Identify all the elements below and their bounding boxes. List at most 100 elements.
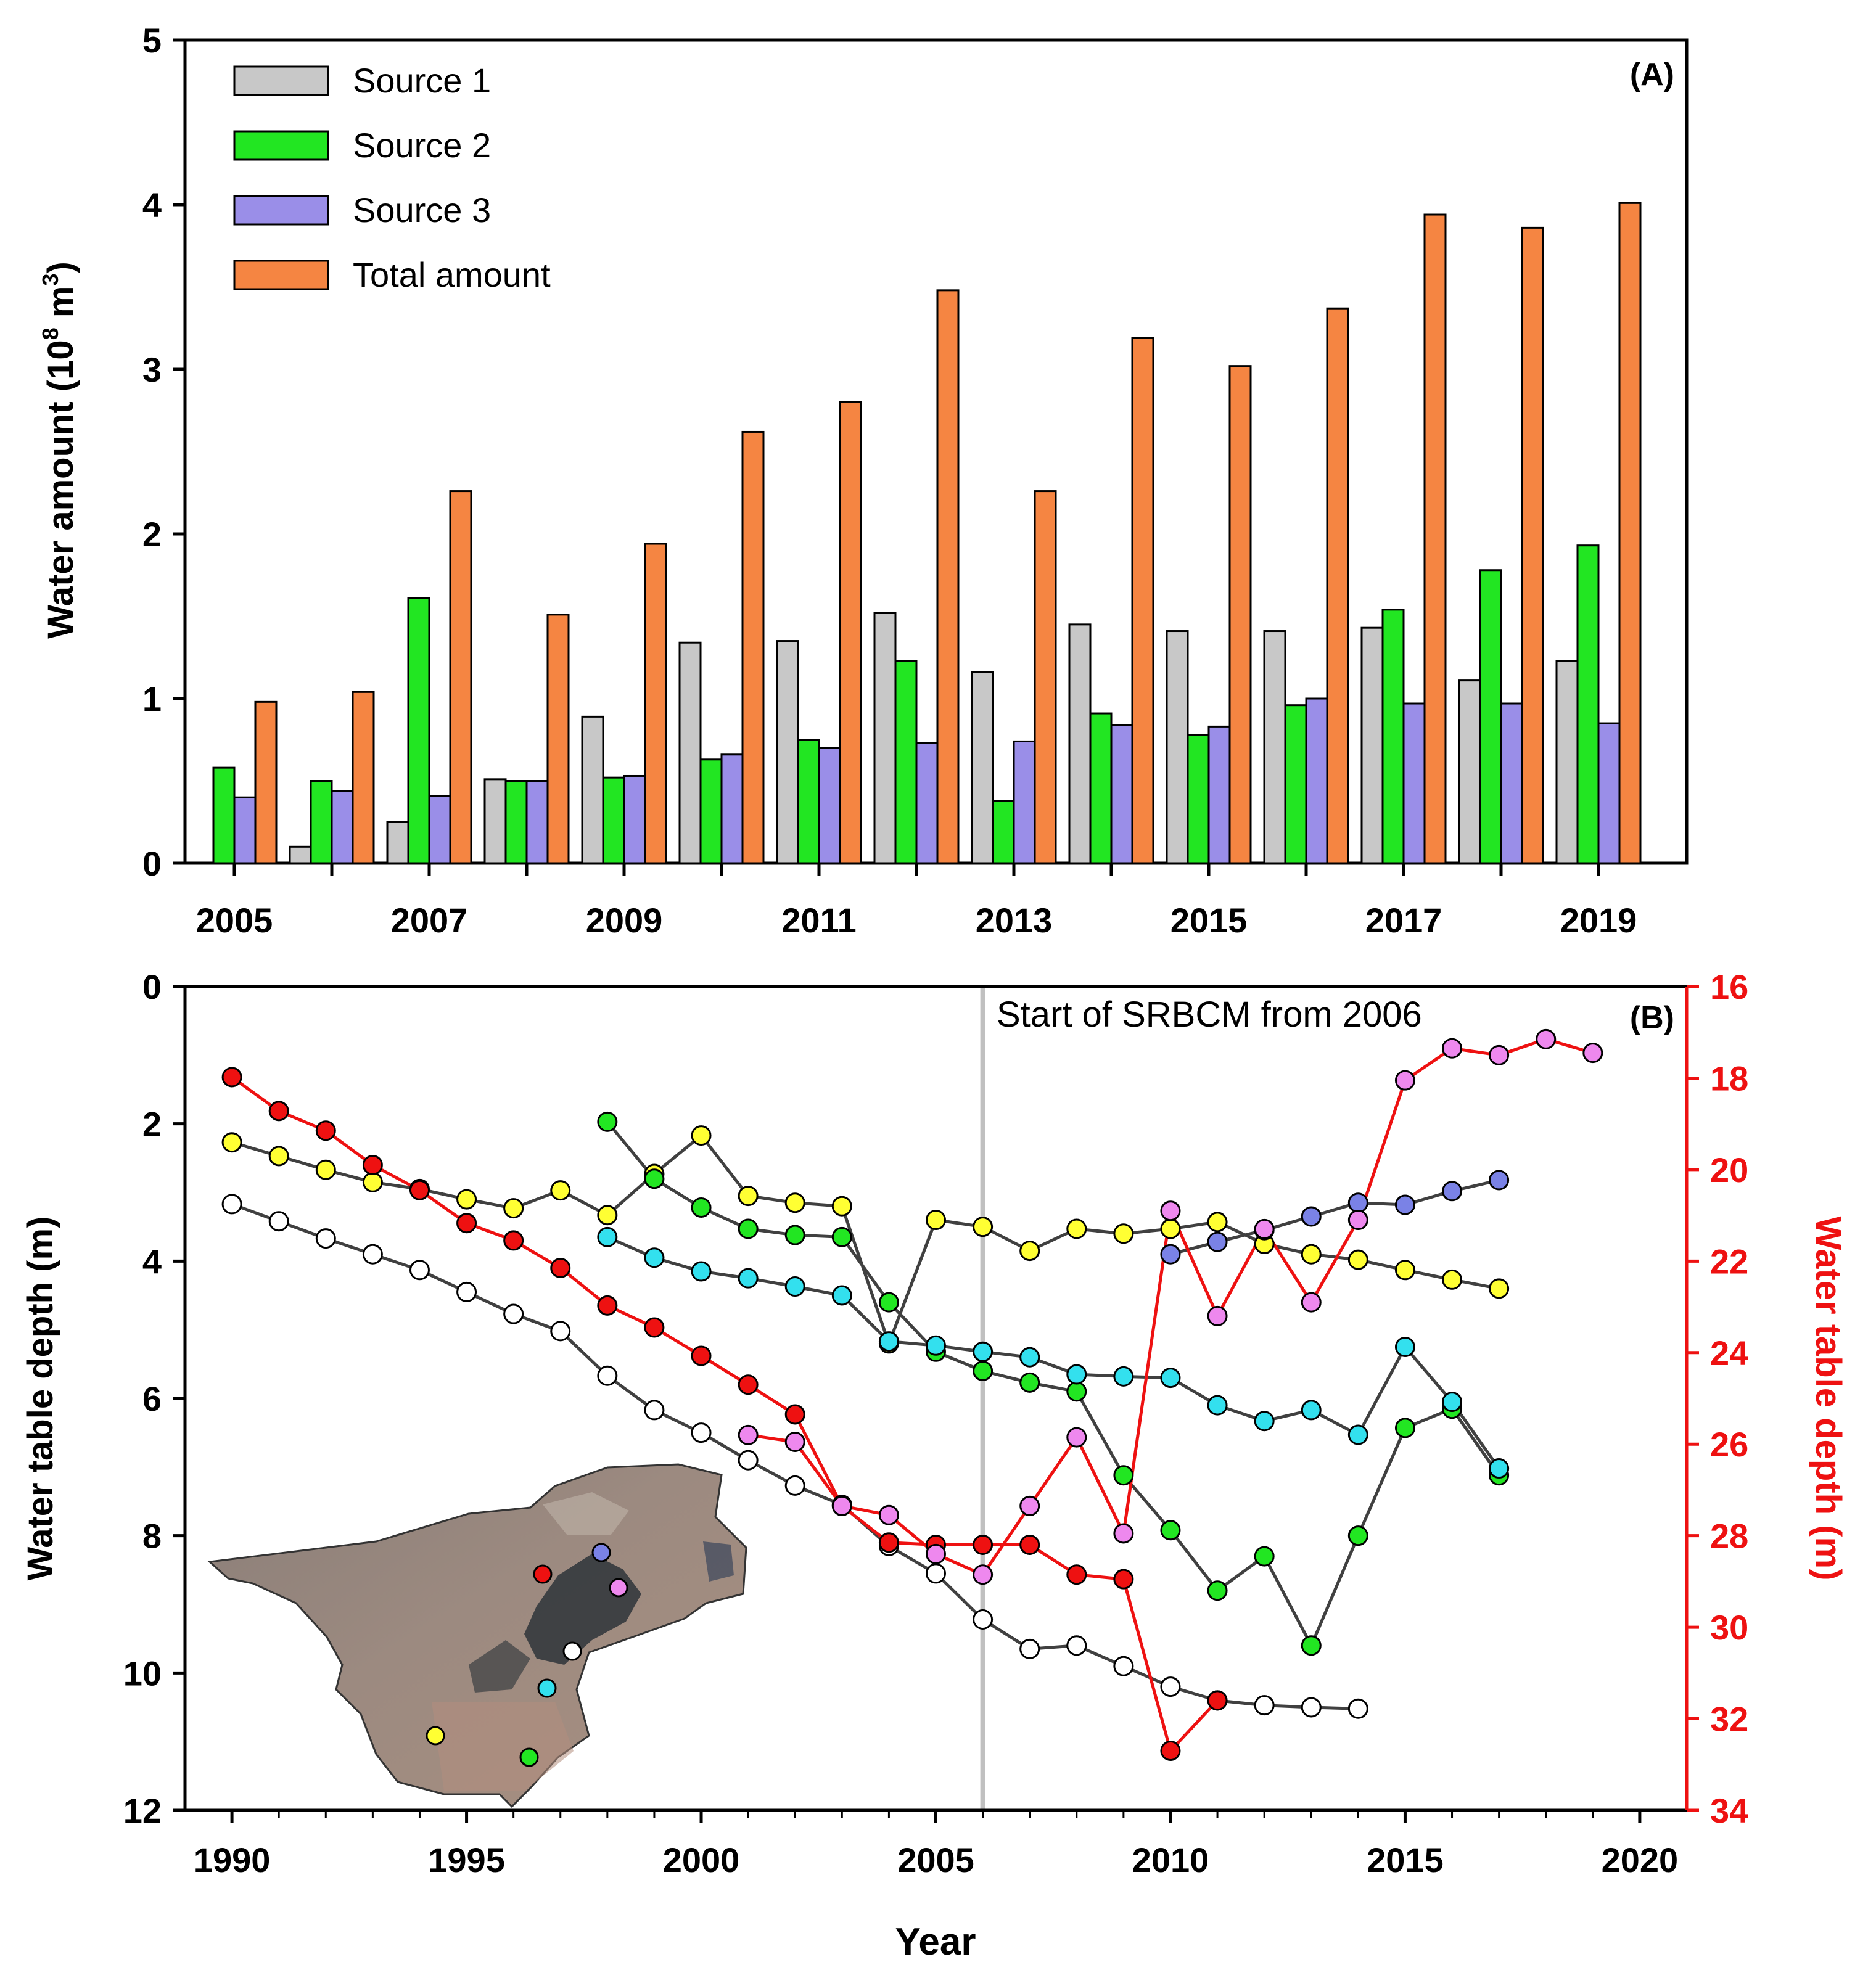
point-cyan-2014 — [1347, 1424, 1368, 1445]
point-pink-2016 — [1442, 1038, 1463, 1059]
point-cyan-2006 — [973, 1341, 994, 1362]
point-cyan-2005 — [926, 1335, 946, 1356]
panel-a-x-tick-label: 2009 — [586, 901, 663, 940]
panel-b-label: (B) — [1630, 1000, 1674, 1036]
bar-source-2-2012 — [894, 660, 918, 864]
point-white-2014 — [1347, 1698, 1368, 1719]
point-yellow-2007 — [1019, 1241, 1040, 1262]
point-yellow-2016 — [1442, 1269, 1463, 1290]
panel-a-x-tick-label: 2011 — [781, 901, 857, 940]
panel-a-x-tick-label: 2015 — [1170, 901, 1248, 940]
panel-a-x-tick-label: 2013 — [976, 901, 1053, 940]
point-yellow-2001 — [738, 1186, 759, 1207]
point-green-2014 — [1347, 1525, 1368, 1546]
panel-b-x-tick-label: 2020 — [1602, 1841, 1679, 1879]
bar-source-2-2009 — [602, 776, 625, 864]
point-red-2008 — [1066, 1564, 1087, 1585]
point-yellow-1996 — [503, 1198, 524, 1219]
point-white-2012 — [1254, 1695, 1275, 1716]
point-pink-2008 — [1066, 1427, 1087, 1448]
point-pink-2006 — [973, 1564, 994, 1585]
inset-dark-vegetation-2 — [469, 1640, 530, 1693]
panel-a-y-tick-label: 0 — [142, 844, 162, 883]
panel-b-x-axis: 1990 1995 2000 2005 2010 2015 2020 — [194, 1810, 1678, 1879]
point-cyan-2013 — [1301, 1400, 1322, 1421]
point-green-2010 — [1160, 1520, 1181, 1541]
point-pink-2011 — [1207, 1305, 1228, 1326]
point-cyan-2002 — [784, 1276, 805, 1297]
bar-total-amount-2008 — [546, 614, 570, 864]
point-pink-2007 — [1019, 1495, 1040, 1516]
point-red-2006 — [973, 1535, 994, 1556]
inset-point-blue — [591, 1543, 611, 1562]
panel-b-left-y-tick-label: 2 — [142, 1105, 162, 1144]
point-white-2008 — [1066, 1635, 1087, 1656]
bar-source-1-2019 — [1555, 660, 1579, 864]
panel-a-y-tick-label: 1 — [142, 679, 162, 718]
bar-source-3-2013 — [1013, 740, 1036, 864]
panel-b-x-tick-label: 2005 — [897, 1841, 974, 1879]
panel-b-left-y-tick-label: 8 — [142, 1517, 162, 1556]
bar-source-1-2014 — [1068, 623, 1092, 864]
point-white-1990 — [221, 1194, 242, 1215]
point-cyan-2003 — [831, 1285, 852, 1306]
point-yellow-2011 — [1207, 1212, 1228, 1233]
point-red-1997 — [550, 1257, 571, 1278]
panel-a-legend: Source 1 Source 2 Source 3 Total amount — [233, 61, 551, 294]
point-white-1994 — [409, 1260, 430, 1281]
inset-point-red — [533, 1564, 553, 1584]
panel-a-x-tick-label: 2019 — [1560, 901, 1637, 940]
panel-b-right-y-tick-label: 30 — [1710, 1608, 1748, 1647]
point-cyan-2010 — [1160, 1368, 1181, 1389]
point-green-2003 — [831, 1226, 852, 1247]
point-green-2004 — [878, 1292, 899, 1313]
point-red-1993 — [362, 1154, 383, 1175]
bar-source-1-2012 — [873, 612, 897, 864]
point-yellow-2014 — [1347, 1249, 1368, 1270]
inset-map-area — [207, 1463, 747, 1808]
point-cyan-2011 — [1207, 1395, 1228, 1416]
bar-total-amount-2006 — [352, 691, 375, 864]
point-cyan-2000 — [691, 1261, 712, 1282]
panel-b-x-tick-label: 1995 — [428, 1841, 505, 1879]
point-white-2009 — [1113, 1656, 1134, 1676]
panel-a-y-axis: 0 1 2 3 4 5 — [142, 21, 185, 883]
panel-b-x-tick-label: 1990 — [194, 1841, 271, 1879]
point-yellow-1990 — [221, 1132, 242, 1153]
panel-b-right-y-tick-label: 18 — [1710, 1059, 1748, 1098]
point-cyan-1999 — [644, 1247, 665, 1268]
point-cyan-2009 — [1113, 1366, 1134, 1387]
point-green-2008 — [1066, 1381, 1087, 1402]
point-white-2013 — [1301, 1697, 1322, 1718]
bar-total-amount-2005 — [254, 700, 278, 864]
series-line-yellow — [231, 1134, 1500, 1345]
point-cyan-1998 — [597, 1226, 618, 1247]
bar-source-2-2007 — [407, 597, 430, 864]
bar-total-amount-2007 — [449, 490, 472, 864]
bar-source-1-2006 — [289, 845, 312, 864]
panel-b-right-y-tick-label: 26 — [1710, 1425, 1748, 1464]
point-white-2010 — [1160, 1676, 1181, 1697]
panel-b-x-tick-label: 2000 — [663, 1841, 740, 1879]
point-red-2010 — [1160, 1741, 1181, 1762]
point-cyan-2007 — [1019, 1347, 1040, 1368]
panel-a-x-tick-label: 2017 — [1365, 901, 1442, 940]
point-red-1990 — [221, 1067, 242, 1088]
panel-b-right-y-axis: 16 18 20 22 24 26 28 30 32 34 — [1685, 967, 1748, 1830]
bar-source-2-2014 — [1089, 712, 1113, 864]
legend-label-source-2: Source 2 — [353, 126, 491, 165]
bar-total-amount-2011 — [839, 401, 862, 864]
point-blue-2010 — [1160, 1244, 1181, 1265]
inset-point-yellow — [426, 1726, 445, 1746]
point-pink-2013 — [1301, 1292, 1322, 1313]
point-green-2002 — [784, 1225, 805, 1245]
legend-swatch-source-3 — [233, 195, 329, 226]
panel-b-left-y-tick-label: 4 — [142, 1242, 162, 1281]
panel-b-left-y-tick-label: 10 — [123, 1654, 162, 1693]
bar-source-1-2008 — [483, 778, 507, 864]
point-pink-2003 — [831, 1495, 852, 1516]
point-yellow-2015 — [1394, 1260, 1415, 1281]
bar-source-3-2011 — [818, 747, 841, 864]
point-red-2009 — [1113, 1569, 1134, 1590]
